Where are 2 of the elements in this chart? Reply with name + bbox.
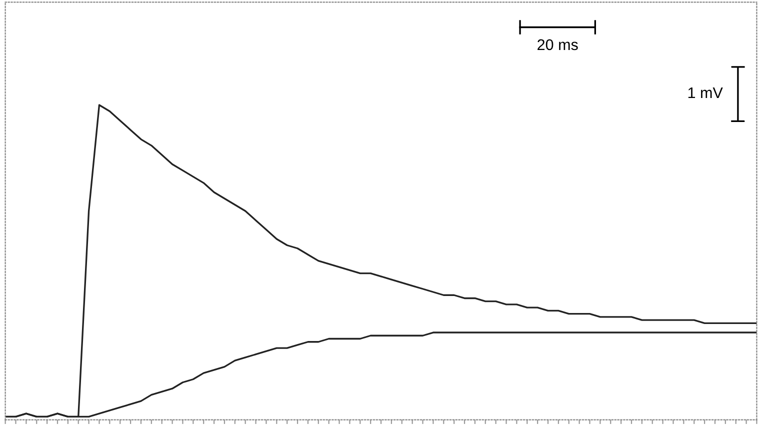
- text: 20 ms: [538, 39, 578, 50]
- text: 1 mV: [688, 87, 723, 98]
